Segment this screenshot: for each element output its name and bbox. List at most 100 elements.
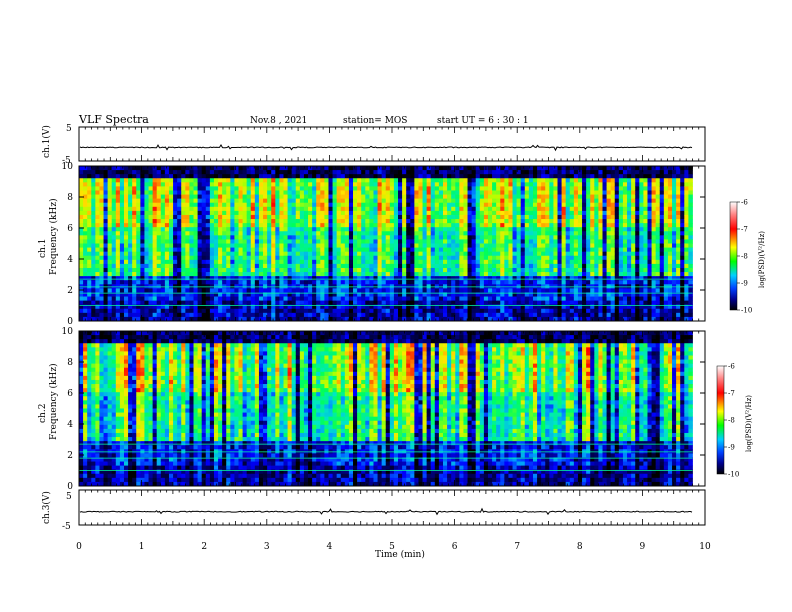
spectrogram-cell	[348, 223, 354, 228]
spectrogram-cell	[201, 276, 207, 281]
spectrogram-cell	[140, 247, 145, 253]
spectrogram-cell	[434, 267, 440, 273]
spectrogram-cell	[438, 251, 444, 257]
spectrogram-cell	[467, 272, 473, 277]
spectrogram-cell	[602, 243, 607, 248]
spectrogram-cell	[532, 170, 538, 175]
spectrogram-cell	[414, 263, 419, 269]
spectrogram-cell	[393, 243, 399, 248]
spectrogram-cell	[537, 263, 542, 269]
spectrogram-cell	[177, 284, 182, 289]
spectrogram-cell	[512, 255, 518, 261]
spectrogram-cell	[115, 292, 121, 297]
spectrogram-cell	[177, 267, 182, 273]
spectrogram-cell	[569, 312, 575, 318]
spectrogram-cell	[606, 308, 612, 314]
spectrogram-cell	[111, 243, 117, 248]
spectrogram-cell	[455, 214, 460, 220]
spectrogram-cell	[160, 190, 166, 195]
spectrogram-cell	[336, 231, 342, 236]
spectrogram-cell	[242, 182, 248, 187]
spectrogram-cell	[357, 312, 362, 318]
spectrogram-cell	[377, 280, 383, 285]
spectrogram-cell	[197, 251, 203, 257]
spectrogram-cell	[414, 239, 419, 244]
spectrogram-cell	[258, 308, 264, 314]
spectrogram-cell	[91, 198, 96, 204]
spectrogram-cell	[271, 300, 276, 306]
spectrogram-cell	[504, 231, 509, 236]
spectrogram-cell	[549, 300, 554, 306]
spectrogram-cell	[168, 202, 174, 208]
spectrogram-cell	[410, 178, 415, 183]
spectrogram-cell	[197, 174, 203, 179]
spectrogram-cell	[91, 284, 96, 289]
spectrogram-cell	[119, 280, 125, 285]
spectrogram-cell	[136, 284, 141, 289]
spectrogram-cell	[344, 284, 350, 289]
spectrogram-cell	[381, 259, 387, 265]
spectrogram-cell	[299, 202, 305, 208]
spectrogram-cell	[385, 170, 391, 175]
spectrogram-cell	[250, 186, 256, 191]
spectrogram-cell	[406, 223, 411, 228]
spectrogram-cell	[614, 174, 620, 179]
spectrogram-cell	[573, 174, 579, 179]
spectrogram-cell	[144, 190, 149, 195]
spectrogram-cell	[193, 308, 199, 314]
spectrogram-cell	[177, 308, 182, 314]
spectrogram-cell	[79, 308, 84, 314]
spectrogram-cell	[508, 190, 513, 195]
spectrogram-cell	[279, 251, 284, 257]
spectrogram-cell	[185, 182, 190, 187]
spectrogram-cell	[168, 198, 174, 204]
spectrogram-cell	[512, 202, 518, 208]
spectrogram-cell	[79, 280, 84, 285]
spectrogram-cell	[512, 284, 518, 289]
spectrogram-cell	[590, 227, 595, 232]
spectrogram-cell	[103, 202, 109, 208]
spectrogram-cell	[152, 170, 158, 175]
spectrogram-cell	[553, 219, 558, 224]
spectrogram-cell	[528, 227, 534, 232]
spectrogram-cell	[528, 235, 534, 240]
spectrogram-cell	[295, 170, 301, 175]
spectrogram-cell	[234, 186, 239, 191]
spectrogram-cell	[316, 267, 321, 273]
spectrogram-cell	[610, 206, 616, 212]
spectrogram-cell	[250, 194, 256, 200]
spectrogram-cell	[312, 243, 317, 248]
spectrogram-cell	[234, 280, 239, 285]
spectrogram-cell	[87, 296, 92, 302]
spectrogram-cell	[537, 280, 542, 285]
spectrogram-cell	[267, 308, 272, 314]
spectrogram-cell	[463, 308, 468, 314]
spectrogram-cell	[406, 312, 411, 318]
spectrogram-cell	[430, 202, 436, 208]
spectrogram-cell	[594, 263, 599, 269]
spectrogram-cell	[344, 251, 350, 257]
spectrogram-cell	[606, 272, 612, 277]
spectrogram-cell	[459, 166, 464, 171]
spectrogram-cell	[545, 231, 550, 236]
spectrogram-cell	[487, 284, 493, 289]
spectrogram-cell	[438, 190, 444, 195]
spectrogram-cell	[524, 194, 530, 200]
spectrogram-cell	[414, 280, 419, 285]
spectrogram-cell	[238, 166, 243, 171]
spectrogram-cell	[447, 178, 452, 183]
spectrogram-cell	[557, 194, 562, 200]
spectrogram-cell	[443, 259, 448, 265]
spectrogram-cell	[271, 231, 276, 236]
spectrogram-cell	[160, 263, 166, 269]
spectrogram-cell	[381, 174, 387, 179]
spectrogram-cell	[136, 190, 141, 195]
spectrogram-cell	[610, 186, 616, 191]
spectrogram-cell	[508, 292, 513, 297]
spectrogram-cell	[557, 308, 562, 314]
spectrogram-cell	[226, 214, 231, 220]
spectrogram-cell	[553, 186, 558, 191]
spectrogram-cell	[242, 178, 248, 183]
spectrogram-cell	[459, 206, 464, 212]
spectrogram-cell	[103, 239, 109, 244]
